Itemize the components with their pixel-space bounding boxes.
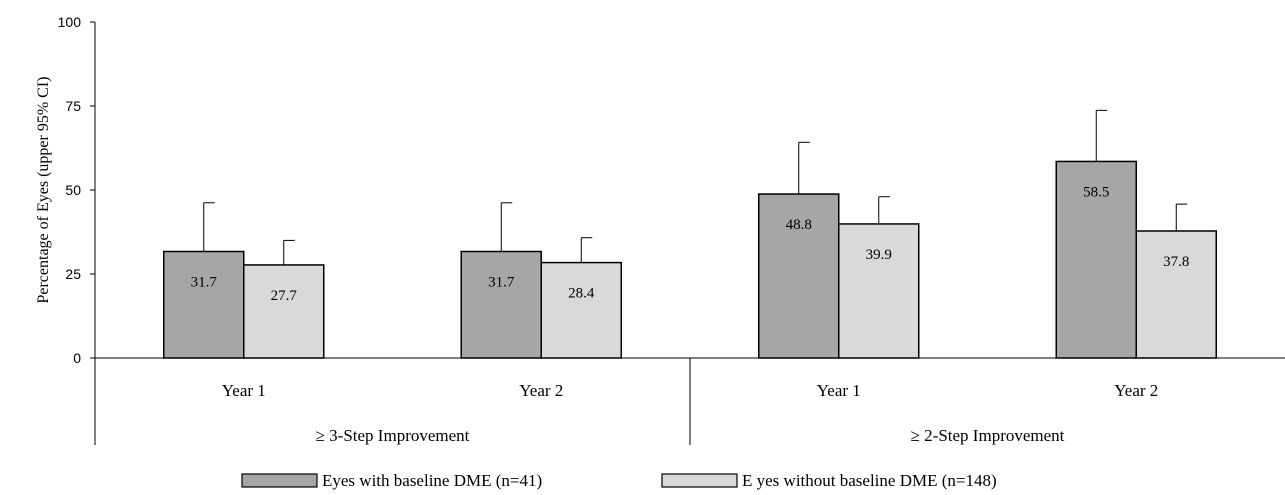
data-label: 28.4 (568, 286, 595, 302)
data-label: 58.5 (1083, 184, 1109, 200)
bar (1135, 230, 1217, 359)
legend-label: Eyes with baseline DME (n=41) (322, 471, 542, 490)
bar (243, 264, 325, 359)
group-label: ≥ 2-Step Improvement (911, 426, 1065, 445)
data-label: 37.8 (1163, 254, 1189, 270)
legend-swatch (661, 473, 738, 488)
data-label: 39.9 (866, 247, 892, 263)
data-label: 31.7 (488, 274, 515, 290)
y-tick-label: 50 (65, 182, 81, 198)
value-labels: 31.7 31.7 48.8 58.5 27.7 28.4 39.9 37.8 (191, 184, 1190, 303)
category-label: Year 1 (222, 381, 266, 400)
legend-label: E yes without baseline DME (n=148) (742, 471, 997, 490)
bars (163, 160, 1217, 359)
data-label: 27.7 (271, 288, 298, 304)
error-bars (203, 109, 1188, 265)
bar (1055, 160, 1137, 359)
bar (838, 223, 920, 359)
y-tick-label: 100 (58, 14, 82, 30)
y-axis-title: Percentage of Eyes (upper 95% CI) (35, 76, 52, 303)
y-tick-label: 0 (73, 350, 81, 366)
y-tick-label: 75 (65, 98, 81, 114)
bar (460, 250, 542, 359)
y-tick-label: 25 (65, 266, 81, 282)
category-label: Year 1 (817, 381, 861, 400)
category-label: Year 2 (519, 381, 563, 400)
category-label: Year 2 (1114, 381, 1158, 400)
x-axis: Year 1 Year 2 Year 1 Year 2 ≥ 3-Step Improve… (222, 358, 1158, 445)
legend-swatch (241, 473, 318, 488)
bar (163, 250, 245, 359)
legend: Eyes with baseline DME (n=41) E yes witho… (241, 471, 997, 490)
bar (758, 193, 840, 359)
bar (540, 261, 622, 359)
data-label: 48.8 (786, 217, 812, 233)
group-label: ≥ 3-Step Improvement (316, 426, 470, 445)
data-label: 31.7 (191, 274, 218, 290)
